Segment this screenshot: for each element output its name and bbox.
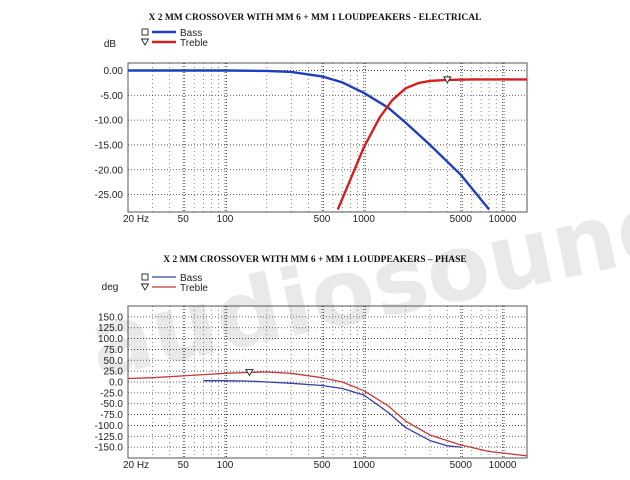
y-tick-label: 75.0 — [104, 345, 124, 356]
x-tick-label: 5000 — [450, 214, 473, 225]
legend-label: Bass — [180, 28, 202, 39]
y-tick-label: -5.00 — [100, 91, 123, 102]
y-axis-label: dB — [104, 39, 117, 50]
legend-label: Treble — [180, 283, 208, 294]
x-tick-label: 10000 — [489, 460, 517, 471]
legend-triangle-icon — [140, 38, 150, 46]
legend-square-icon — [141, 273, 149, 281]
x-tick-label: 20 Hz — [123, 460, 149, 471]
y-tick-label: -25.0 — [100, 388, 123, 399]
legend-triangle-icon — [140, 283, 150, 291]
series-line-treble — [127, 371, 528, 457]
plot-frame — [127, 62, 528, 213]
chart-title: X 2 MM CROSSOVER WITH MM 6 + MM 1 LOUDPE… — [148, 13, 481, 23]
series-line-bass — [128, 69, 491, 211]
x-tick-label: 50 — [178, 460, 190, 471]
x-tick-label: 50 — [178, 214, 190, 225]
y-tick-label: -15.00 — [95, 140, 124, 151]
y-tick-label: -10.00 — [95, 116, 124, 127]
y-tick-label: -50.0 — [100, 399, 123, 410]
y-tick-label: 125.0 — [98, 323, 123, 334]
legend-label: Bass — [180, 273, 202, 284]
y-tick-label: -20.00 — [95, 165, 124, 176]
y-tick-label: -100.0 — [95, 421, 124, 432]
chart-title: X 2 MM CROSSOVER WITH MM 6 + MM 1 LOUDPE… — [163, 255, 466, 265]
series-line-bass — [203, 380, 461, 448]
y-tick-label: -125.0 — [95, 432, 124, 443]
x-tick-label: 100 — [217, 214, 234, 225]
series-marker-treble — [443, 76, 452, 84]
x-tick-label: 10000 — [489, 214, 517, 225]
x-tick-label: 500 — [314, 214, 331, 225]
phase-chart: X 2 MM CROSSOVER WITH MM 6 + MM 1 LOUDPE… — [95, 255, 528, 471]
legend-label: Treble — [180, 38, 208, 49]
y-axis-label: deg — [102, 282, 119, 293]
electrical-chart: X 2 MM CROSSOVER WITH MM 6 + MM 1 LOUDPE… — [95, 13, 528, 225]
y-tick-label: 0.00 — [104, 66, 124, 77]
x-tick-label: 5000 — [450, 460, 473, 471]
y-tick-label: 150.0 — [98, 312, 123, 323]
x-tick-label: 20 Hz — [123, 214, 149, 225]
y-tick-label: -75.0 — [100, 410, 123, 421]
x-tick-label: 1000 — [353, 214, 376, 225]
series-line-treble — [336, 78, 527, 210]
legend-square-icon — [141, 28, 149, 36]
x-tick-label: 1000 — [353, 460, 376, 471]
y-tick-label: -150.0 — [95, 443, 124, 454]
x-tick-label: 100 — [217, 460, 234, 471]
x-tick-label: 500 — [314, 460, 331, 471]
y-tick-label: -25.00 — [95, 190, 124, 201]
y-tick-label: 100.0 — [98, 334, 123, 345]
y-tick-label: 0.0 — [109, 378, 123, 389]
y-tick-label: 25.0 — [104, 367, 124, 378]
watermark: audiosound — [80, 169, 630, 399]
y-tick-label: 50.0 — [104, 356, 124, 367]
series-marker-treble — [245, 368, 254, 377]
